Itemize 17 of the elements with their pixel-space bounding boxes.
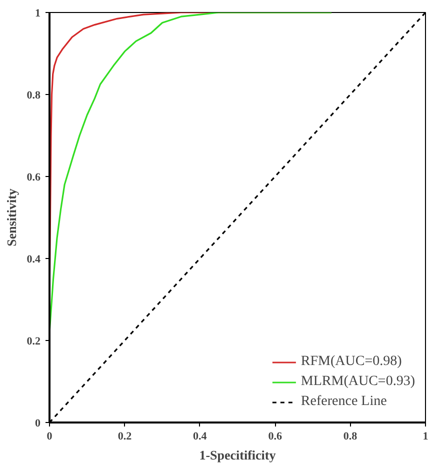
y-tick-label: 0.2 [26,336,41,348]
x-tick-label: 0.4 [193,430,208,442]
x-tick-label: 0.6 [268,430,282,442]
y-axis-title: Sensitivity [4,188,19,246]
y-tick-label: 0.8 [26,90,41,102]
x-tick-label: 0 [46,430,53,442]
y-tick-label: 0 [35,418,41,430]
x-tick-label: 0.8 [343,430,358,442]
y-tick-label: 1 [35,8,40,20]
legend-label: Reference Line [300,394,387,410]
legend-label: RFM(AUC=0.98) [300,354,402,370]
x-tick-label: 0.2 [118,430,132,442]
y-tick-label: 0.6 [26,172,41,184]
legend-label: MLRM(AUC=0.93) [300,374,415,390]
x-tick-label: 1 [422,430,428,442]
x-axis-title: 1-Specitificity [199,448,276,462]
y-tick-label: 0.4 [26,254,41,266]
